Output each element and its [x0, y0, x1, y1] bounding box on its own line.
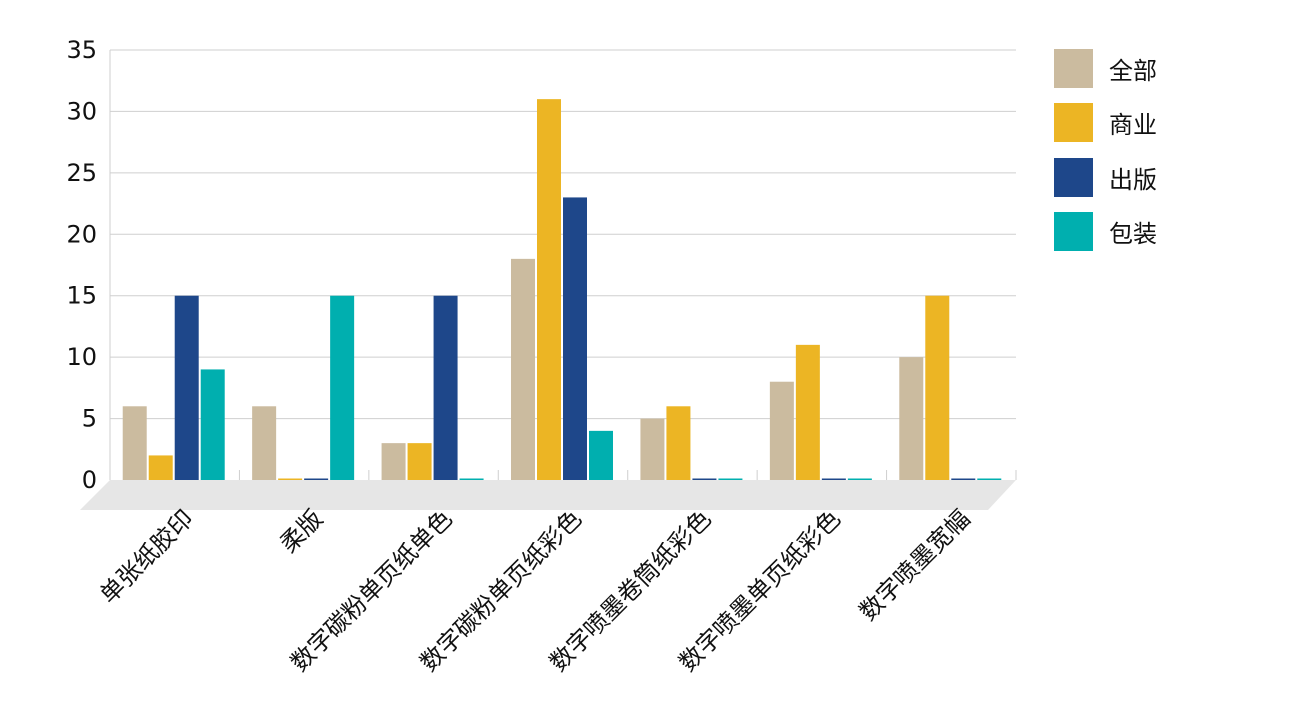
- bar: [511, 258, 535, 480]
- y-axis: 0 5 10 15 20 25 30 35: [66, 36, 97, 494]
- bar: [589, 430, 613, 480]
- bar: [278, 478, 303, 480]
- x-tick-label: 数字喷墨宽幅: [854, 504, 976, 626]
- legend-item: 全部: [1054, 48, 1157, 88]
- legend: 全部 商业 出版 包装: [1054, 48, 1157, 266]
- y-tick-label: 5: [82, 405, 97, 433]
- bar: [769, 381, 794, 480]
- legend-label: 全部: [1109, 56, 1157, 85]
- bar: [174, 295, 199, 480]
- bar: [459, 478, 484, 480]
- bar: [252, 406, 277, 480]
- x-tick-label: 单张纸胶印: [94, 504, 199, 609]
- legend-item: 出版: [1054, 157, 1157, 197]
- legend-label: 包装: [1109, 220, 1157, 248]
- legend-swatch: [1054, 157, 1093, 197]
- bar: [795, 344, 820, 480]
- y-tick-label: 30: [66, 97, 97, 125]
- y-tick-label: 15: [66, 282, 97, 310]
- bar: [200, 369, 225, 480]
- chart-floor: [80, 480, 1016, 510]
- bar: [899, 357, 924, 480]
- bar: [563, 197, 587, 480]
- legend-label: 商业: [1109, 111, 1157, 139]
- bar: [666, 406, 691, 480]
- legend-item: 包装: [1054, 212, 1157, 252]
- legend-swatch: [1054, 48, 1093, 88]
- bars: [122, 99, 1002, 481]
- y-tick-label: 20: [66, 220, 97, 248]
- bar: [122, 406, 147, 480]
- bar: [821, 478, 846, 480]
- legend-label: 出版: [1109, 165, 1157, 194]
- legend-item: 商业: [1054, 103, 1157, 143]
- bar: [381, 443, 406, 480]
- y-tick-label: 25: [66, 159, 97, 187]
- y-tick-label: 35: [66, 36, 97, 64]
- bar: [640, 418, 665, 480]
- bar: [330, 295, 355, 480]
- bar: [148, 455, 173, 480]
- bar: [718, 478, 743, 480]
- bar: [951, 478, 976, 480]
- bar: [304, 478, 329, 480]
- bar: [977, 478, 1002, 480]
- y-tick-label: 10: [66, 343, 97, 371]
- y-tick-label: 0: [82, 466, 97, 494]
- bar: [692, 478, 717, 480]
- bar: [847, 478, 872, 480]
- legend-swatch: [1054, 103, 1093, 142]
- x-tick-label: 柔版: [275, 504, 329, 558]
- legend-swatch: [1054, 212, 1093, 251]
- bar: [925, 295, 950, 480]
- bar: [407, 443, 432, 480]
- bar: [537, 99, 561, 481]
- bar: [433, 295, 458, 480]
